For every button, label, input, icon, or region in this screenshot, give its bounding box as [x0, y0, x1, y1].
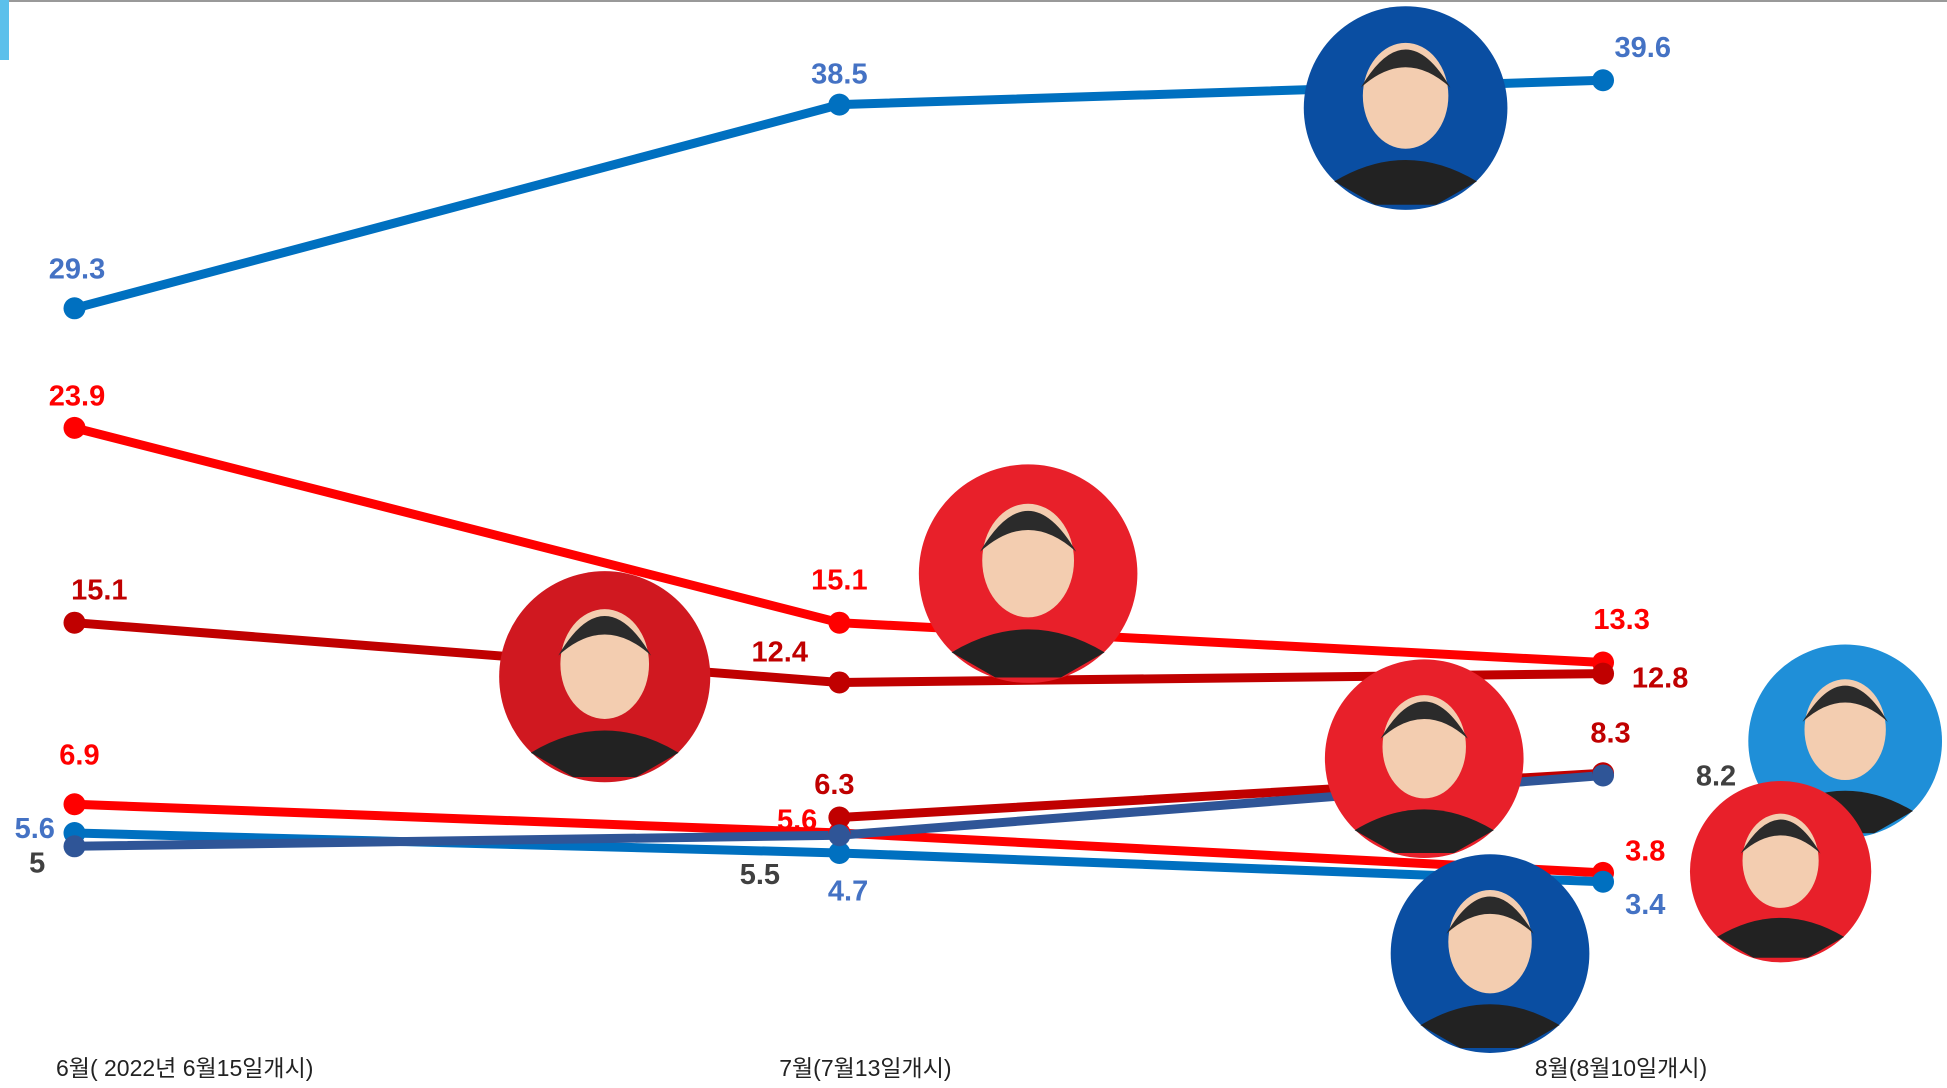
x-tick-label: 8월(8월10일개시) — [1535, 1055, 1707, 1081]
value-label: 3.8 — [1625, 836, 1665, 868]
value-label: 15.1 — [811, 564, 867, 596]
value-label: 15.1 — [71, 574, 127, 606]
chart: 29.3 38.5 39.6 23.9 15.1 13.3 15.1 12.4 12.8 6.9 5… — [0, 0, 1947, 1088]
point — [64, 612, 86, 634]
point — [64, 297, 86, 319]
portraits — [499, 6, 1942, 1053]
point — [828, 94, 850, 116]
point — [1592, 764, 1614, 786]
x-tick-label: 6월( 2022년 6월15일개시) — [56, 1055, 313, 1081]
value-label: 6.3 — [814, 769, 854, 801]
value-label: 38.5 — [811, 59, 867, 91]
value-label: 5.6 — [777, 804, 817, 836]
value-label: 6.9 — [59, 740, 99, 772]
x-tick-label: 7월(7월13일개시) — [779, 1055, 951, 1081]
value-label: 5.5 — [740, 859, 780, 891]
value-label: 39.6 — [1615, 32, 1671, 64]
corner-tab — [0, 0, 9, 60]
point — [828, 824, 850, 846]
value-label: 8.2 — [1696, 761, 1736, 793]
value-label: 12.8 — [1632, 662, 1688, 694]
value-label: 5 — [29, 848, 45, 880]
value-label: 5.6 — [15, 813, 55, 845]
value-label: 3.4 — [1625, 889, 1665, 921]
point — [1592, 871, 1614, 893]
point — [1592, 69, 1614, 91]
point — [64, 417, 86, 439]
point — [828, 671, 850, 693]
value-label: 12.4 — [752, 637, 808, 669]
value-label: 13.3 — [1593, 604, 1649, 636]
page: 29.3 38.5 39.6 23.9 15.1 13.3 15.1 12.4 12.8 6.9 5… — [0, 0, 1947, 1088]
point — [64, 793, 86, 815]
value-label: 29.3 — [49, 254, 105, 286]
value-label: 23.9 — [49, 381, 105, 413]
point — [64, 835, 86, 857]
point — [828, 612, 850, 634]
point — [1592, 663, 1614, 685]
value-label: 8.3 — [1590, 717, 1630, 749]
value-label: 4.7 — [828, 875, 868, 907]
